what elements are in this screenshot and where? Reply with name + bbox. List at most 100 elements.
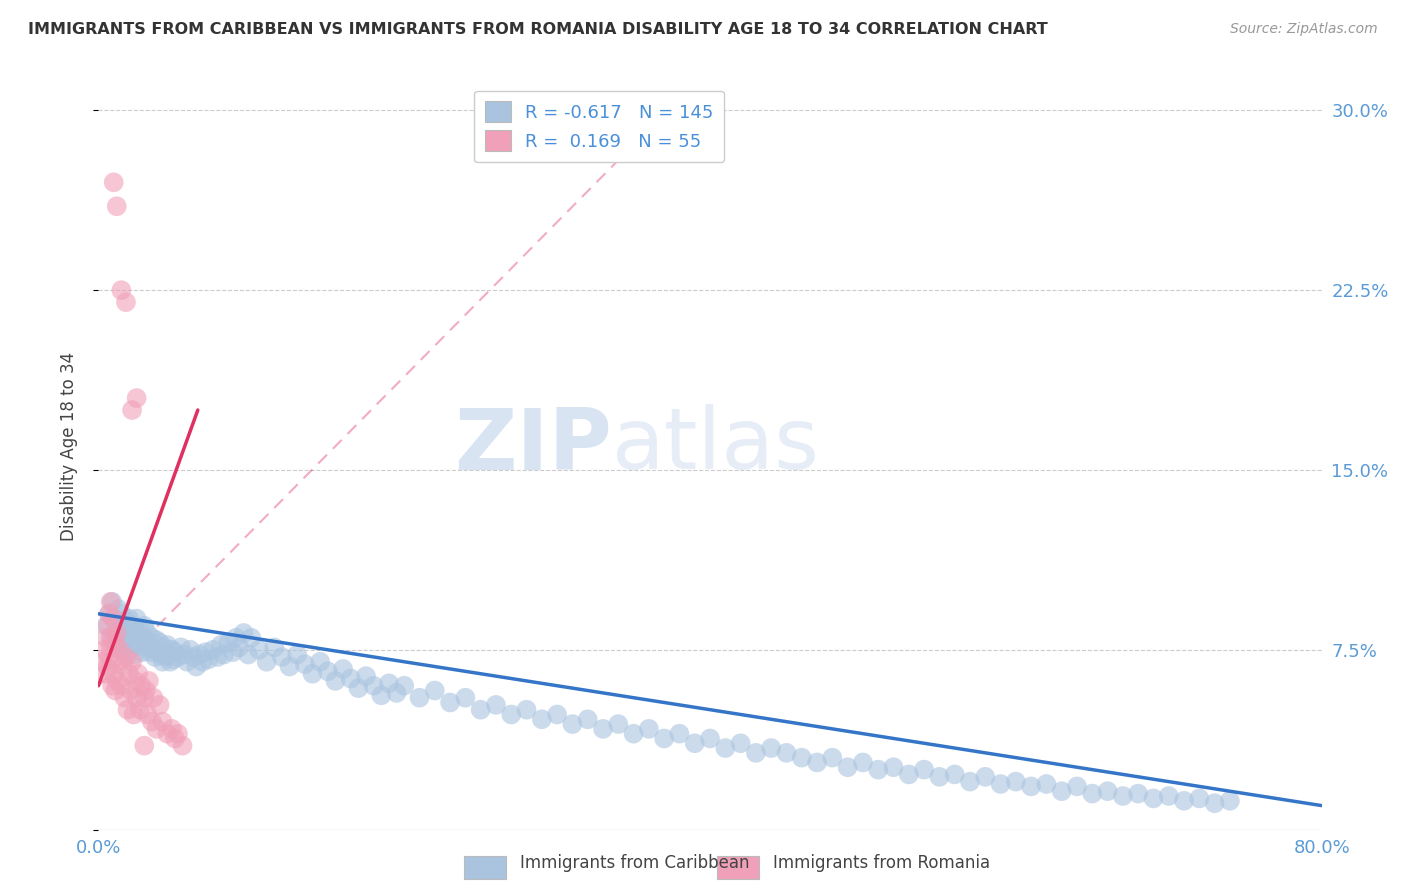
Point <box>1173 794 1195 808</box>
Point <box>186 659 208 673</box>
Point <box>124 673 146 688</box>
Point <box>125 391 148 405</box>
Point <box>118 626 141 640</box>
Point <box>112 633 135 648</box>
Point <box>100 595 122 609</box>
Text: IMMIGRANTS FROM CARIBBEAN VS IMMIGRANTS FROM ROMANIA DISABILITY AGE 18 TO 34 COR: IMMIGRANTS FROM CARIBBEAN VS IMMIGRANTS … <box>28 22 1047 37</box>
Point <box>852 756 875 770</box>
Point <box>170 640 193 655</box>
Point <box>125 690 148 705</box>
Point <box>122 631 145 645</box>
Y-axis label: Disability Age 18 to 34: Disability Age 18 to 34 <box>59 351 77 541</box>
Point <box>285 648 308 662</box>
Point <box>1035 777 1057 791</box>
Point <box>1066 780 1088 794</box>
Point <box>132 645 155 659</box>
Point <box>837 760 859 774</box>
Point <box>1097 784 1119 798</box>
Point <box>652 731 675 746</box>
Point <box>530 712 553 726</box>
Point <box>959 774 981 789</box>
Point <box>152 655 174 669</box>
Point <box>129 635 152 649</box>
Point <box>912 763 935 777</box>
Point <box>145 722 167 736</box>
Point <box>105 626 128 640</box>
Point <box>470 703 492 717</box>
Point <box>100 640 122 655</box>
Point <box>115 649 138 664</box>
Point <box>134 739 156 753</box>
Point <box>156 638 179 652</box>
Point <box>212 648 235 662</box>
Point <box>668 726 690 740</box>
Point <box>149 635 172 649</box>
Point <box>516 703 538 717</box>
Point <box>112 690 135 705</box>
Point <box>104 626 127 640</box>
Point <box>93 642 115 657</box>
Point <box>309 655 332 669</box>
Point <box>1219 794 1241 808</box>
Point <box>1004 774 1026 789</box>
Point <box>332 662 354 676</box>
Point <box>194 645 217 659</box>
Point <box>101 631 124 645</box>
Point <box>159 655 181 669</box>
Point <box>124 648 146 662</box>
Point <box>943 767 966 781</box>
Point <box>1112 789 1135 803</box>
Point <box>197 652 219 666</box>
Point <box>256 655 278 669</box>
Point <box>325 673 347 688</box>
Point <box>157 648 180 662</box>
Point <box>775 746 797 760</box>
Point <box>103 666 125 681</box>
Point <box>127 666 149 681</box>
Point <box>385 686 408 700</box>
Text: Source: ZipAtlas.com: Source: ZipAtlas.com <box>1230 22 1378 37</box>
Point <box>135 640 157 655</box>
Point <box>759 741 782 756</box>
Point <box>160 642 183 657</box>
Point <box>607 717 630 731</box>
Point <box>98 607 121 621</box>
Point <box>637 722 661 736</box>
Point <box>1081 787 1104 801</box>
Point <box>179 642 201 657</box>
Point <box>153 640 176 655</box>
Point <box>111 624 134 638</box>
Point <box>121 403 143 417</box>
Point <box>1204 796 1226 810</box>
Point <box>136 626 159 640</box>
Point <box>1050 784 1073 798</box>
Point <box>1128 787 1150 801</box>
Point <box>392 679 416 693</box>
Point <box>162 652 184 666</box>
Point <box>928 770 950 784</box>
Point <box>546 707 568 722</box>
Point <box>128 703 150 717</box>
Legend: R = -0.617   N = 145, R =  0.169   N = 55: R = -0.617 N = 145, R = 0.169 N = 55 <box>474 91 724 162</box>
Point <box>163 645 186 659</box>
Point <box>821 750 844 764</box>
Point <box>301 666 323 681</box>
Point <box>316 665 339 679</box>
Point <box>263 640 285 655</box>
Point <box>699 731 721 746</box>
Point <box>232 626 254 640</box>
Point <box>98 649 121 664</box>
Point <box>188 648 211 662</box>
Point <box>363 679 385 693</box>
Point <box>127 638 149 652</box>
Point <box>247 642 270 657</box>
Point <box>897 767 920 781</box>
Point <box>225 631 247 645</box>
Point <box>150 648 173 662</box>
Point <box>217 635 239 649</box>
Point <box>181 649 204 664</box>
Point <box>105 673 128 688</box>
Point <box>202 642 225 657</box>
Point <box>339 672 361 686</box>
Point <box>103 175 125 189</box>
